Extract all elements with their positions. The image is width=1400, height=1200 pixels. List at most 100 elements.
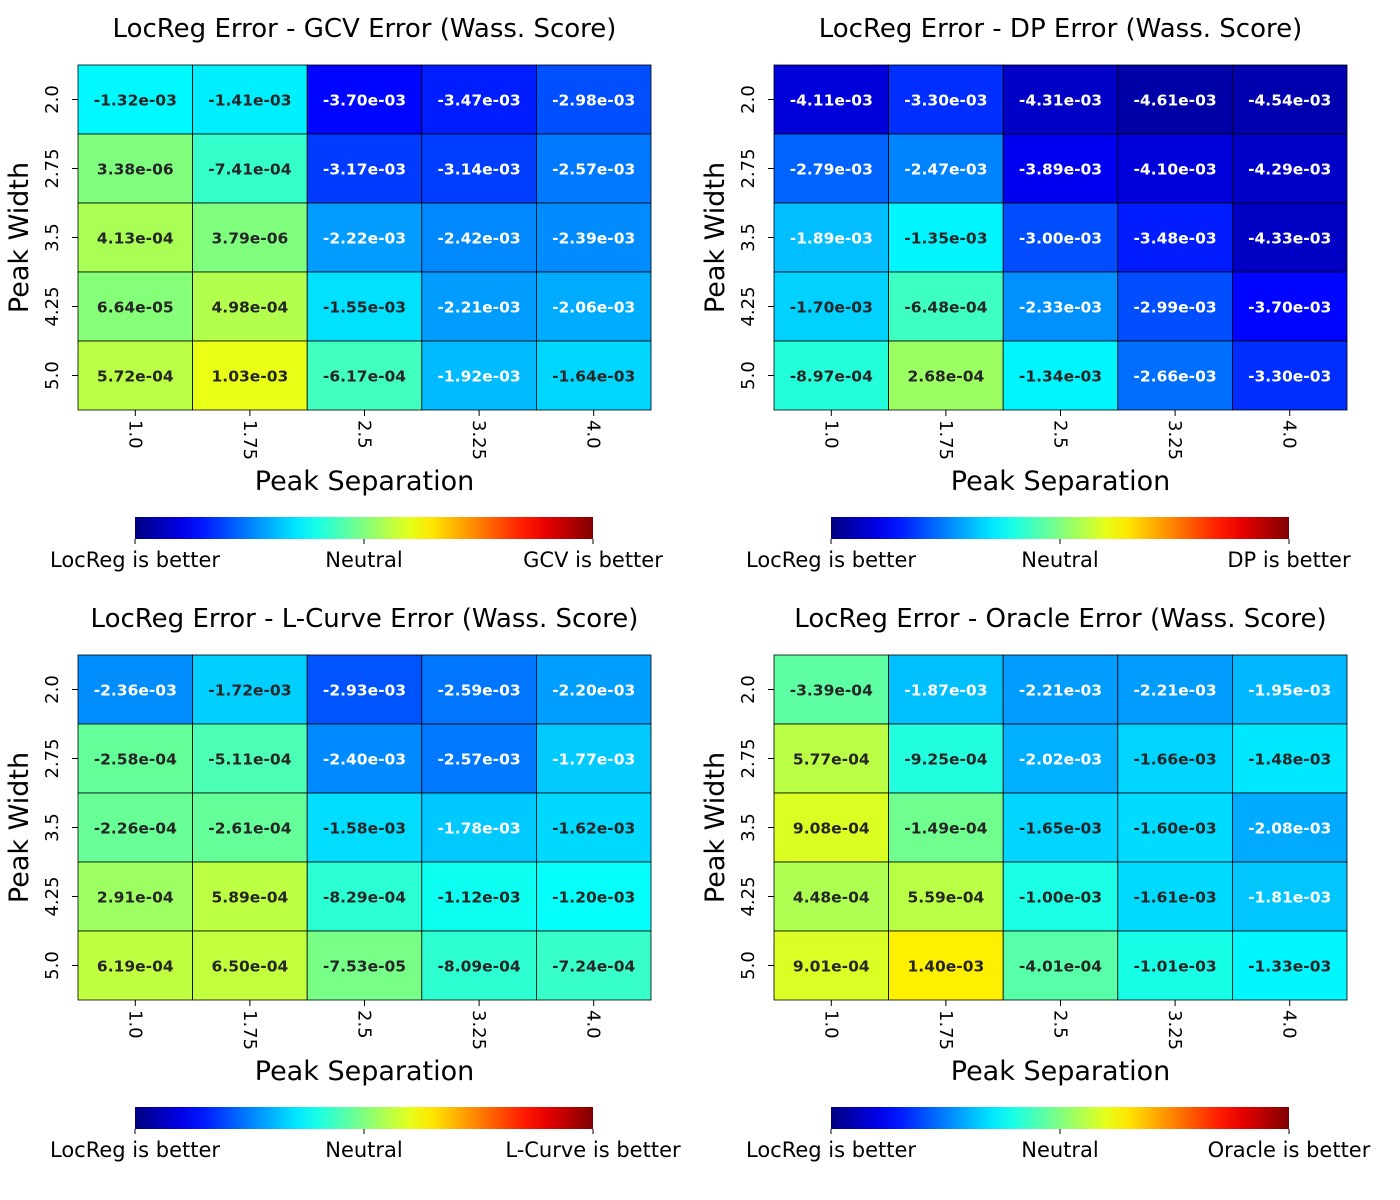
cell-label: -1.89e-03: [790, 230, 873, 248]
heatmap-cell: [1117, 861, 1233, 932]
colorbar-label: LocReg is better: [50, 1138, 220, 1162]
heatmap-cell: [306, 202, 423, 273]
y-axis-label: Peak Width: [700, 162, 731, 313]
heatmap-cell: [306, 654, 423, 725]
heatmap-cell: [192, 792, 308, 863]
x-tick-label: 1.75: [239, 1010, 260, 1050]
heatmap-cell: [306, 930, 423, 1001]
cell-label: -2.58e-04: [94, 751, 177, 769]
heatmap-panel-1: LocReg Error - GCV Error (Wass. Score) -1…: [4, 14, 663, 572]
y-tick-label: 2.75: [738, 738, 759, 778]
cell-label: 1.40e-03: [908, 958, 985, 976]
x-tick-label: 1.0: [820, 1010, 841, 1039]
heatmap-cell: [1002, 654, 1119, 725]
heatmap-cell: [192, 64, 308, 135]
cell-label: -1.70e-03: [790, 299, 873, 317]
cell-label: -2.57e-03: [552, 161, 635, 179]
x-tick-label: 4.0: [1279, 1010, 1300, 1039]
cell-label: -1.35e-03: [904, 230, 987, 248]
cell-label: -5.11e-04: [208, 751, 291, 769]
cell-label: -2.57e-03: [437, 751, 520, 769]
cell-label: -1.60e-03: [1133, 820, 1216, 838]
cell-label: -3.48e-03: [1133, 230, 1216, 248]
colorbar-label: Oracle is better: [1208, 1138, 1371, 1162]
heatmap-cell: [192, 202, 308, 273]
x-tick-label: 2.5: [354, 420, 375, 449]
colorbar-label: Neutral: [1021, 548, 1099, 572]
heatmap-cell: [306, 64, 423, 135]
colorbar-label: LocReg is better: [746, 1138, 916, 1162]
cell-label: -4.01e-04: [1019, 958, 1102, 976]
x-axis-label: Peak Separation: [951, 466, 1171, 497]
cell-label: -3.30e-03: [904, 92, 987, 110]
cell-label: -4.10e-03: [1133, 161, 1216, 179]
y-axis-label: Peak Width: [4, 752, 35, 903]
heatmap-cell: [192, 861, 308, 932]
cell-label: 5.59e-04: [908, 889, 985, 907]
heatmap-cell: [1002, 340, 1119, 411]
cell-label: -1.34e-03: [1019, 368, 1102, 386]
heatmap-cell: [773, 861, 889, 932]
x-tick-label: 1.0: [124, 1010, 145, 1039]
colorbar-label: GCV is better: [523, 548, 663, 572]
cell-label: 2.68e-04: [908, 368, 985, 386]
cell-label: -4.33e-03: [1248, 230, 1331, 248]
cell-label: -3.70e-03: [1248, 299, 1331, 317]
heatmap-cell: [1002, 271, 1119, 342]
cell-label: 4.98e-04: [212, 299, 289, 317]
heatmap-cell: [536, 861, 652, 932]
heatmap-cell: [536, 202, 652, 273]
x-axis-label: Peak Separation: [255, 466, 475, 497]
colorbar-label: LocReg is better: [746, 548, 916, 572]
x-tick-label: 1.75: [935, 1010, 956, 1050]
y-tick-label: 2.75: [42, 148, 63, 188]
cell-label: -3.70e-03: [323, 92, 406, 110]
chart-title: LocReg Error - GCV Error (Wass. Score): [113, 14, 617, 44]
y-tick-label: 4.25: [42, 876, 63, 916]
heatmap-cell: [888, 723, 1004, 794]
x-tick-label: 3.25: [468, 420, 489, 460]
cell-label: 1.03e-03: [212, 368, 289, 386]
heatmap-cell: [306, 723, 423, 794]
heatmap-cell: [306, 792, 423, 863]
cell-label: -2.59e-03: [437, 682, 520, 700]
cell-label: -3.14e-03: [437, 161, 520, 179]
x-tick-label: 4.0: [583, 1010, 604, 1039]
cell-label: -1.61e-03: [1133, 889, 1216, 907]
cell-label: -8.29e-04: [323, 889, 406, 907]
y-tick-label: 3.5: [42, 223, 63, 252]
cell-label: -4.54e-03: [1248, 92, 1331, 110]
y-tick-label: 2.75: [738, 148, 759, 188]
heatmap-cell: [536, 271, 652, 342]
colorbar: [135, 517, 593, 539]
y-tick-label: 3.5: [738, 223, 759, 252]
cell-label: -3.89e-03: [1019, 161, 1102, 179]
chart-title: LocReg Error - DP Error (Wass. Score): [819, 14, 1303, 44]
cell-label: -3.47e-03: [437, 92, 520, 110]
colorbar-label: Neutral: [325, 1138, 403, 1162]
y-tick-label: 4.25: [738, 876, 759, 916]
x-tick-label: 3.25: [1164, 420, 1185, 460]
heatmap-cell: [773, 654, 889, 725]
cell-label: -7.41e-04: [208, 161, 291, 179]
heatmap-cell: [1117, 792, 1233, 863]
cell-label: 2.91e-04: [97, 889, 174, 907]
cell-label: -2.40e-03: [323, 751, 406, 769]
heatmap-cell: [1117, 271, 1233, 342]
y-tick-label: 2.75: [42, 738, 63, 778]
y-tick-label: 2.0: [42, 675, 63, 704]
chart-title: LocReg Error - Oracle Error (Wass. Score…: [794, 604, 1326, 634]
cell-label: 3.38e-06: [97, 161, 174, 179]
cell-label: -1.41e-03: [208, 92, 291, 110]
colorbar: [831, 517, 1289, 539]
cell-label: -9.25e-04: [904, 751, 987, 769]
heatmap-cell: [1232, 654, 1348, 725]
cell-label: -4.61e-03: [1133, 92, 1216, 110]
heatmap-cell: [1002, 64, 1119, 135]
heatmap-cell: [306, 340, 423, 411]
x-tick-label: 2.5: [1050, 420, 1071, 449]
cell-label: -1.92e-03: [437, 368, 520, 386]
cell-label: -4.11e-03: [790, 92, 873, 110]
heatmap-cell: [421, 271, 537, 342]
heatmap-cell: [77, 930, 193, 1001]
